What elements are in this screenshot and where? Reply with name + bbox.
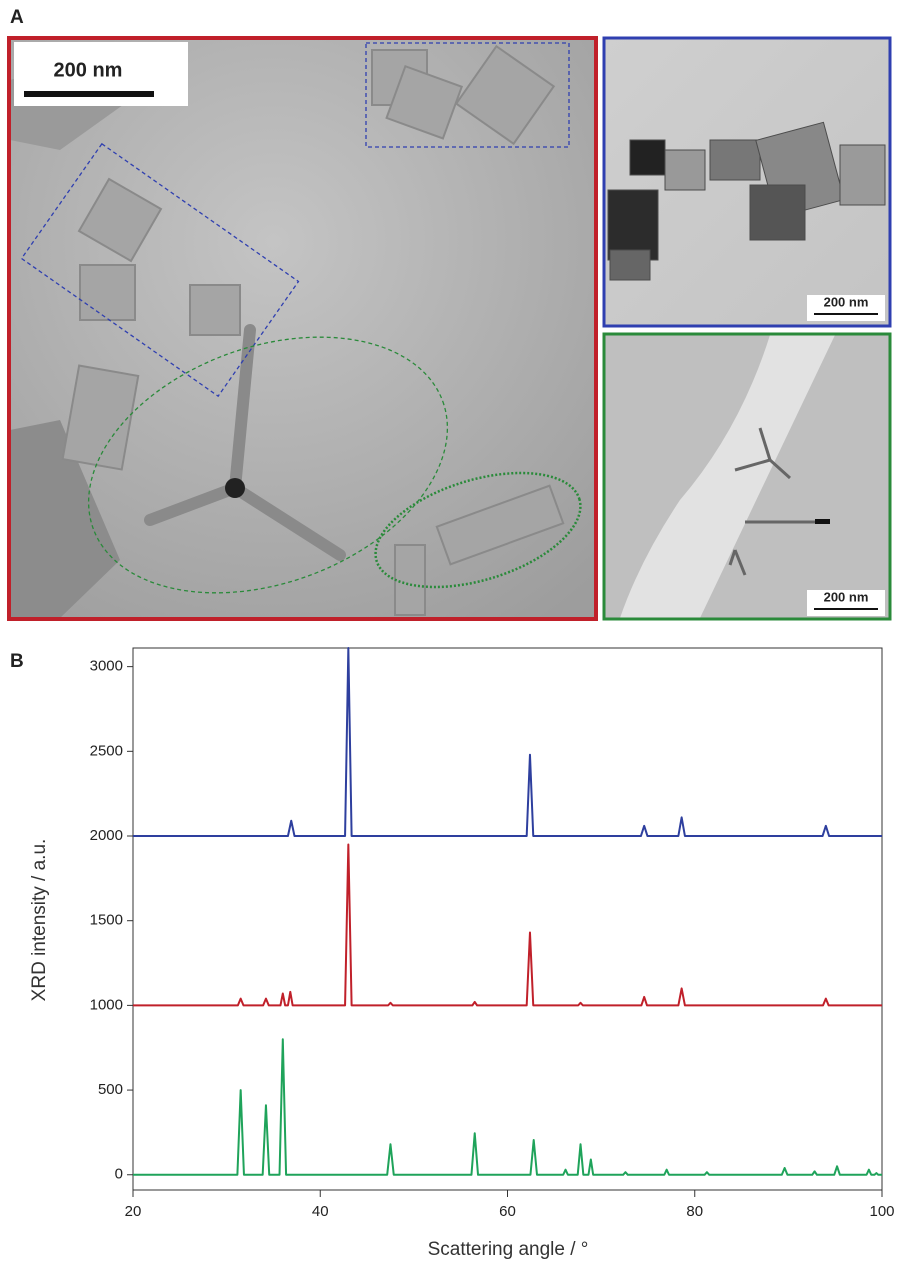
- x-tick-label: 20: [125, 1203, 142, 1220]
- x-tick-label: 80: [686, 1203, 703, 1220]
- series-line: [133, 843, 882, 1007]
- scale-bar-label: 200 nm: [54, 59, 123, 81]
- series-line: [133, 647, 882, 838]
- y-tick-label: 2500: [90, 742, 123, 759]
- y-axis-label: XRD intensity / a.u.: [29, 839, 50, 1002]
- panel-label: A: [10, 7, 24, 28]
- tem-image-blue: 200 nm: [602, 36, 892, 328]
- scale-bar-label: 200 nm: [824, 294, 869, 309]
- x-axis-label: Scattering angle / °: [428, 1239, 589, 1260]
- tem-image-main: 200 nm: [7, 36, 598, 621]
- y-tick-label: 2000: [90, 827, 123, 844]
- panel-label: B: [10, 651, 24, 672]
- y-tick-label: 1000: [90, 996, 123, 1013]
- y-tick-label: 1500: [90, 912, 123, 929]
- scale-bar-label: 200 nm: [824, 589, 869, 604]
- x-tick-label: 60: [499, 1203, 516, 1220]
- x-tick-label: 40: [312, 1203, 329, 1220]
- y-tick-label: 500: [98, 1081, 123, 1098]
- y-tick-label: 3000: [90, 658, 123, 675]
- series-line: [133, 1038, 882, 1176]
- y-tick-label: 0: [115, 1166, 123, 1183]
- plot-frame: [132, 647, 883, 1191]
- x-tick-label: 100: [869, 1203, 894, 1220]
- tem-image-green: 200 nm: [602, 332, 892, 621]
